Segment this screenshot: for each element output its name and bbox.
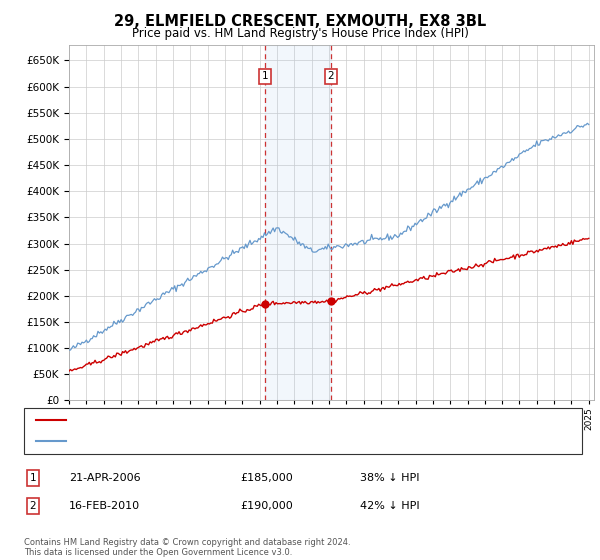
Text: HPI: Average price, detached house, East Devon: HPI: Average price, detached house, East… [72,436,324,446]
Text: 42% ↓ HPI: 42% ↓ HPI [360,501,419,511]
Text: 2: 2 [29,501,37,511]
Text: 38% ↓ HPI: 38% ↓ HPI [360,473,419,483]
Text: £185,000: £185,000 [240,473,293,483]
Text: Contains HM Land Registry data © Crown copyright and database right 2024.
This d: Contains HM Land Registry data © Crown c… [24,538,350,557]
Text: 29, ELMFIELD CRESCENT, EXMOUTH, EX8 3BL (detached house): 29, ELMFIELD CRESCENT, EXMOUTH, EX8 3BL … [72,415,404,425]
Text: 21-APR-2006: 21-APR-2006 [69,473,140,483]
Text: 1: 1 [29,473,37,483]
Text: £190,000: £190,000 [240,501,293,511]
Text: Price paid vs. HM Land Registry's House Price Index (HPI): Price paid vs. HM Land Registry's House … [131,27,469,40]
Text: 1: 1 [262,71,268,81]
Text: 16-FEB-2010: 16-FEB-2010 [69,501,140,511]
Bar [265,45,331,400]
Text: 29, ELMFIELD CRESCENT, EXMOUTH, EX8 3BL: 29, ELMFIELD CRESCENT, EXMOUTH, EX8 3BL [114,14,486,29]
Text: 2: 2 [328,71,334,81]
